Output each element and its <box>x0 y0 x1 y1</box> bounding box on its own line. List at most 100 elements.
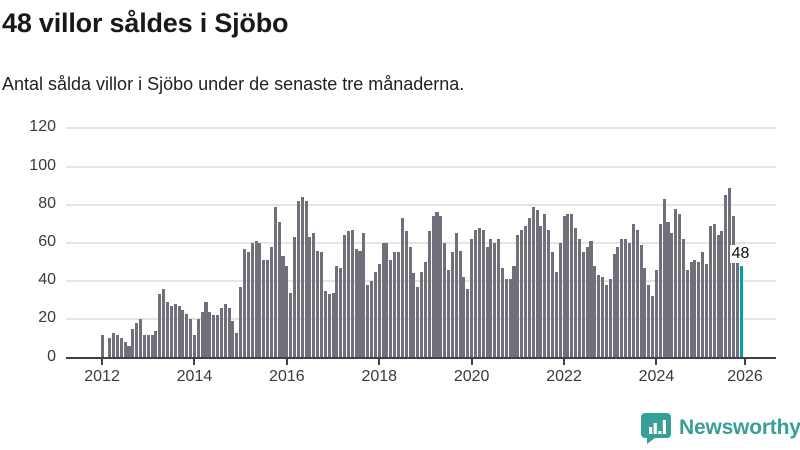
bar <box>358 250 362 358</box>
x-axis-tick-label: 2014 <box>176 367 213 385</box>
bar <box>662 198 666 358</box>
bar <box>273 206 277 358</box>
highlight-value-label: 48 <box>729 244 752 263</box>
bar <box>119 338 123 358</box>
x-axis-tick-label: 2024 <box>638 367 675 385</box>
bar <box>454 233 458 358</box>
bar <box>423 262 427 358</box>
newsworthy-logo-icon <box>641 413 671 444</box>
bar <box>192 334 196 358</box>
bar <box>250 242 254 358</box>
bar <box>612 254 616 358</box>
bar <box>269 246 273 358</box>
x-axis-tick <box>101 359 104 365</box>
bar <box>516 235 520 358</box>
bar <box>308 237 312 358</box>
bar <box>204 302 208 358</box>
bar <box>547 229 551 358</box>
bar <box>246 252 250 358</box>
bar <box>396 252 401 358</box>
bar <box>601 277 605 358</box>
bar <box>412 273 416 358</box>
bar <box>400 218 404 358</box>
bar <box>296 200 300 358</box>
gridline <box>66 241 776 244</box>
bar <box>462 277 466 358</box>
bar <box>685 269 689 358</box>
bar <box>135 323 139 358</box>
x-axis-tick-label: 2018 <box>361 367 398 385</box>
bar <box>708 225 712 358</box>
bar <box>300 197 304 358</box>
bar <box>697 262 701 358</box>
bar <box>346 231 350 358</box>
y-axis-tick-label: 60 <box>38 232 56 250</box>
bar <box>223 304 227 358</box>
bar <box>574 227 578 358</box>
bar <box>162 288 166 358</box>
bar <box>473 229 478 358</box>
bar <box>165 302 170 358</box>
bar <box>566 214 570 358</box>
bar <box>524 225 528 358</box>
bar <box>219 307 223 358</box>
bar <box>373 271 377 358</box>
bar <box>427 231 431 358</box>
bar <box>123 342 127 358</box>
bar <box>404 231 408 358</box>
bar <box>493 242 497 358</box>
bar <box>139 319 143 358</box>
bar <box>724 195 728 358</box>
bar <box>585 246 589 358</box>
bar <box>447 269 451 358</box>
bar <box>323 290 327 358</box>
bar <box>150 334 154 358</box>
bar <box>416 286 420 358</box>
y-axis-tick-label: 120 <box>29 118 56 136</box>
bar <box>666 221 670 358</box>
gridline <box>66 203 776 206</box>
bar <box>635 229 639 358</box>
bar <box>558 242 562 358</box>
bar <box>458 250 462 358</box>
bar <box>393 252 397 358</box>
bar <box>731 216 735 358</box>
bar <box>674 208 678 358</box>
bar <box>146 334 150 358</box>
bar <box>597 275 601 358</box>
bar <box>589 240 593 358</box>
bar <box>439 216 443 358</box>
newsworthy-logo[interactable]: Newsworthy <box>641 411 800 444</box>
bar <box>489 239 493 358</box>
bar <box>720 231 724 358</box>
bar <box>277 221 281 358</box>
bar <box>512 265 516 358</box>
bar <box>520 229 524 358</box>
bar <box>624 239 628 358</box>
bar <box>581 252 585 358</box>
x-axis-tick <box>563 359 566 365</box>
bar <box>531 206 535 358</box>
bar <box>281 256 285 358</box>
bar <box>142 334 146 358</box>
bar <box>508 279 512 358</box>
bar <box>169 305 173 358</box>
bar <box>127 346 131 358</box>
bar <box>100 334 104 358</box>
bar <box>370 281 374 358</box>
newsworthy-logo-text: Newsworthy <box>679 415 800 439</box>
bar <box>212 315 216 358</box>
bar <box>319 252 324 358</box>
bar <box>658 223 662 358</box>
bar <box>712 223 716 358</box>
bar <box>420 271 424 358</box>
bar <box>735 254 739 358</box>
bar <box>227 307 231 358</box>
bar <box>285 265 289 358</box>
y-axis-tick-label: 80 <box>38 194 56 212</box>
bar <box>504 279 508 358</box>
bar <box>185 313 189 358</box>
bar <box>177 305 181 358</box>
